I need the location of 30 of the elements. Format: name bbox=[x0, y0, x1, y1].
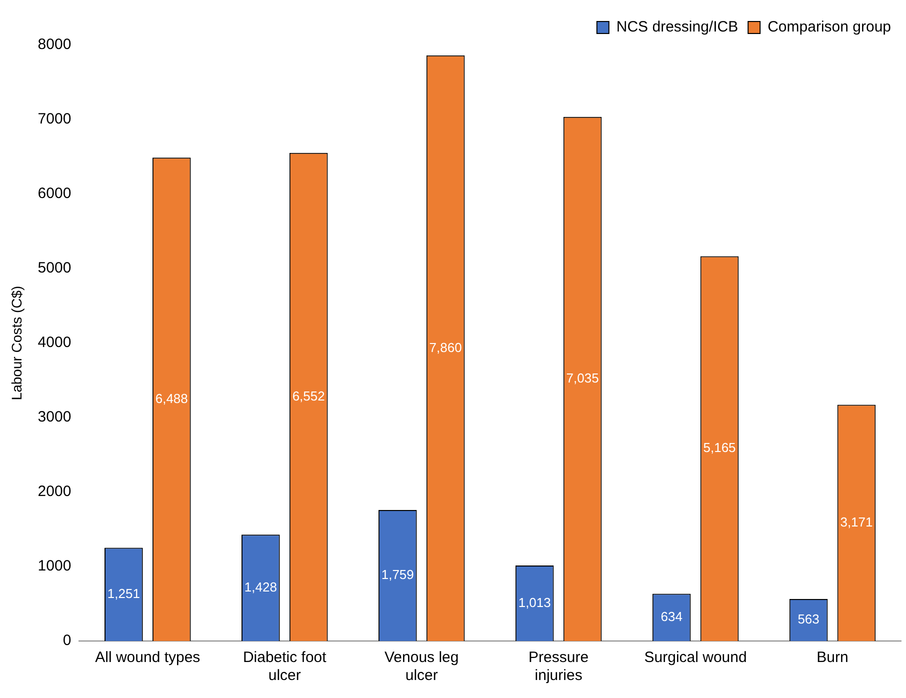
x-tick-label: Surgical wound bbox=[644, 649, 747, 666]
y-tick-label: 0 bbox=[62, 632, 72, 650]
y-tick-label: 3000 bbox=[38, 408, 72, 426]
data-label: 634 bbox=[660, 608, 682, 624]
data-label: 3,171 bbox=[840, 514, 873, 530]
data-label: 7,035 bbox=[566, 370, 599, 386]
data-label: 7,860 bbox=[429, 340, 462, 355]
data-label: 1,428 bbox=[244, 579, 277, 594]
data-label: 1,251 bbox=[107, 586, 140, 601]
legend-label: Comparison group bbox=[768, 18, 892, 36]
y-tick-label: 2000 bbox=[38, 483, 72, 500]
data-label: 1,013 bbox=[518, 594, 551, 610]
y-tick-label: 6000 bbox=[38, 185, 72, 202]
data-label: 6,552 bbox=[292, 388, 325, 404]
y-tick-label: 8000 bbox=[38, 36, 72, 54]
data-label: 6,488 bbox=[155, 390, 188, 406]
x-tick-label: Pressure injuries bbox=[528, 649, 589, 684]
y-tick-label: 1000 bbox=[38, 558, 72, 575]
data-label: 5,165 bbox=[703, 440, 736, 456]
x-tick-label: All wound types bbox=[95, 649, 200, 666]
y-tick-label: 4000 bbox=[38, 334, 72, 352]
x-tick-label: Burn bbox=[816, 649, 848, 666]
y-tick-label: 7000 bbox=[38, 110, 72, 128]
x-tick-label: Diabetic foot ulcer bbox=[242, 649, 328, 684]
y-tick-label: 5000 bbox=[38, 260, 72, 277]
x-tick-label: Venous leg ulcer bbox=[384, 649, 459, 684]
data-label: 563 bbox=[798, 612, 820, 627]
legend-label: NCS dressing/ICB bbox=[616, 18, 738, 36]
y-axis-title: Labour Costs (C$) bbox=[8, 286, 24, 400]
data-label: 1,759 bbox=[381, 567, 414, 582]
